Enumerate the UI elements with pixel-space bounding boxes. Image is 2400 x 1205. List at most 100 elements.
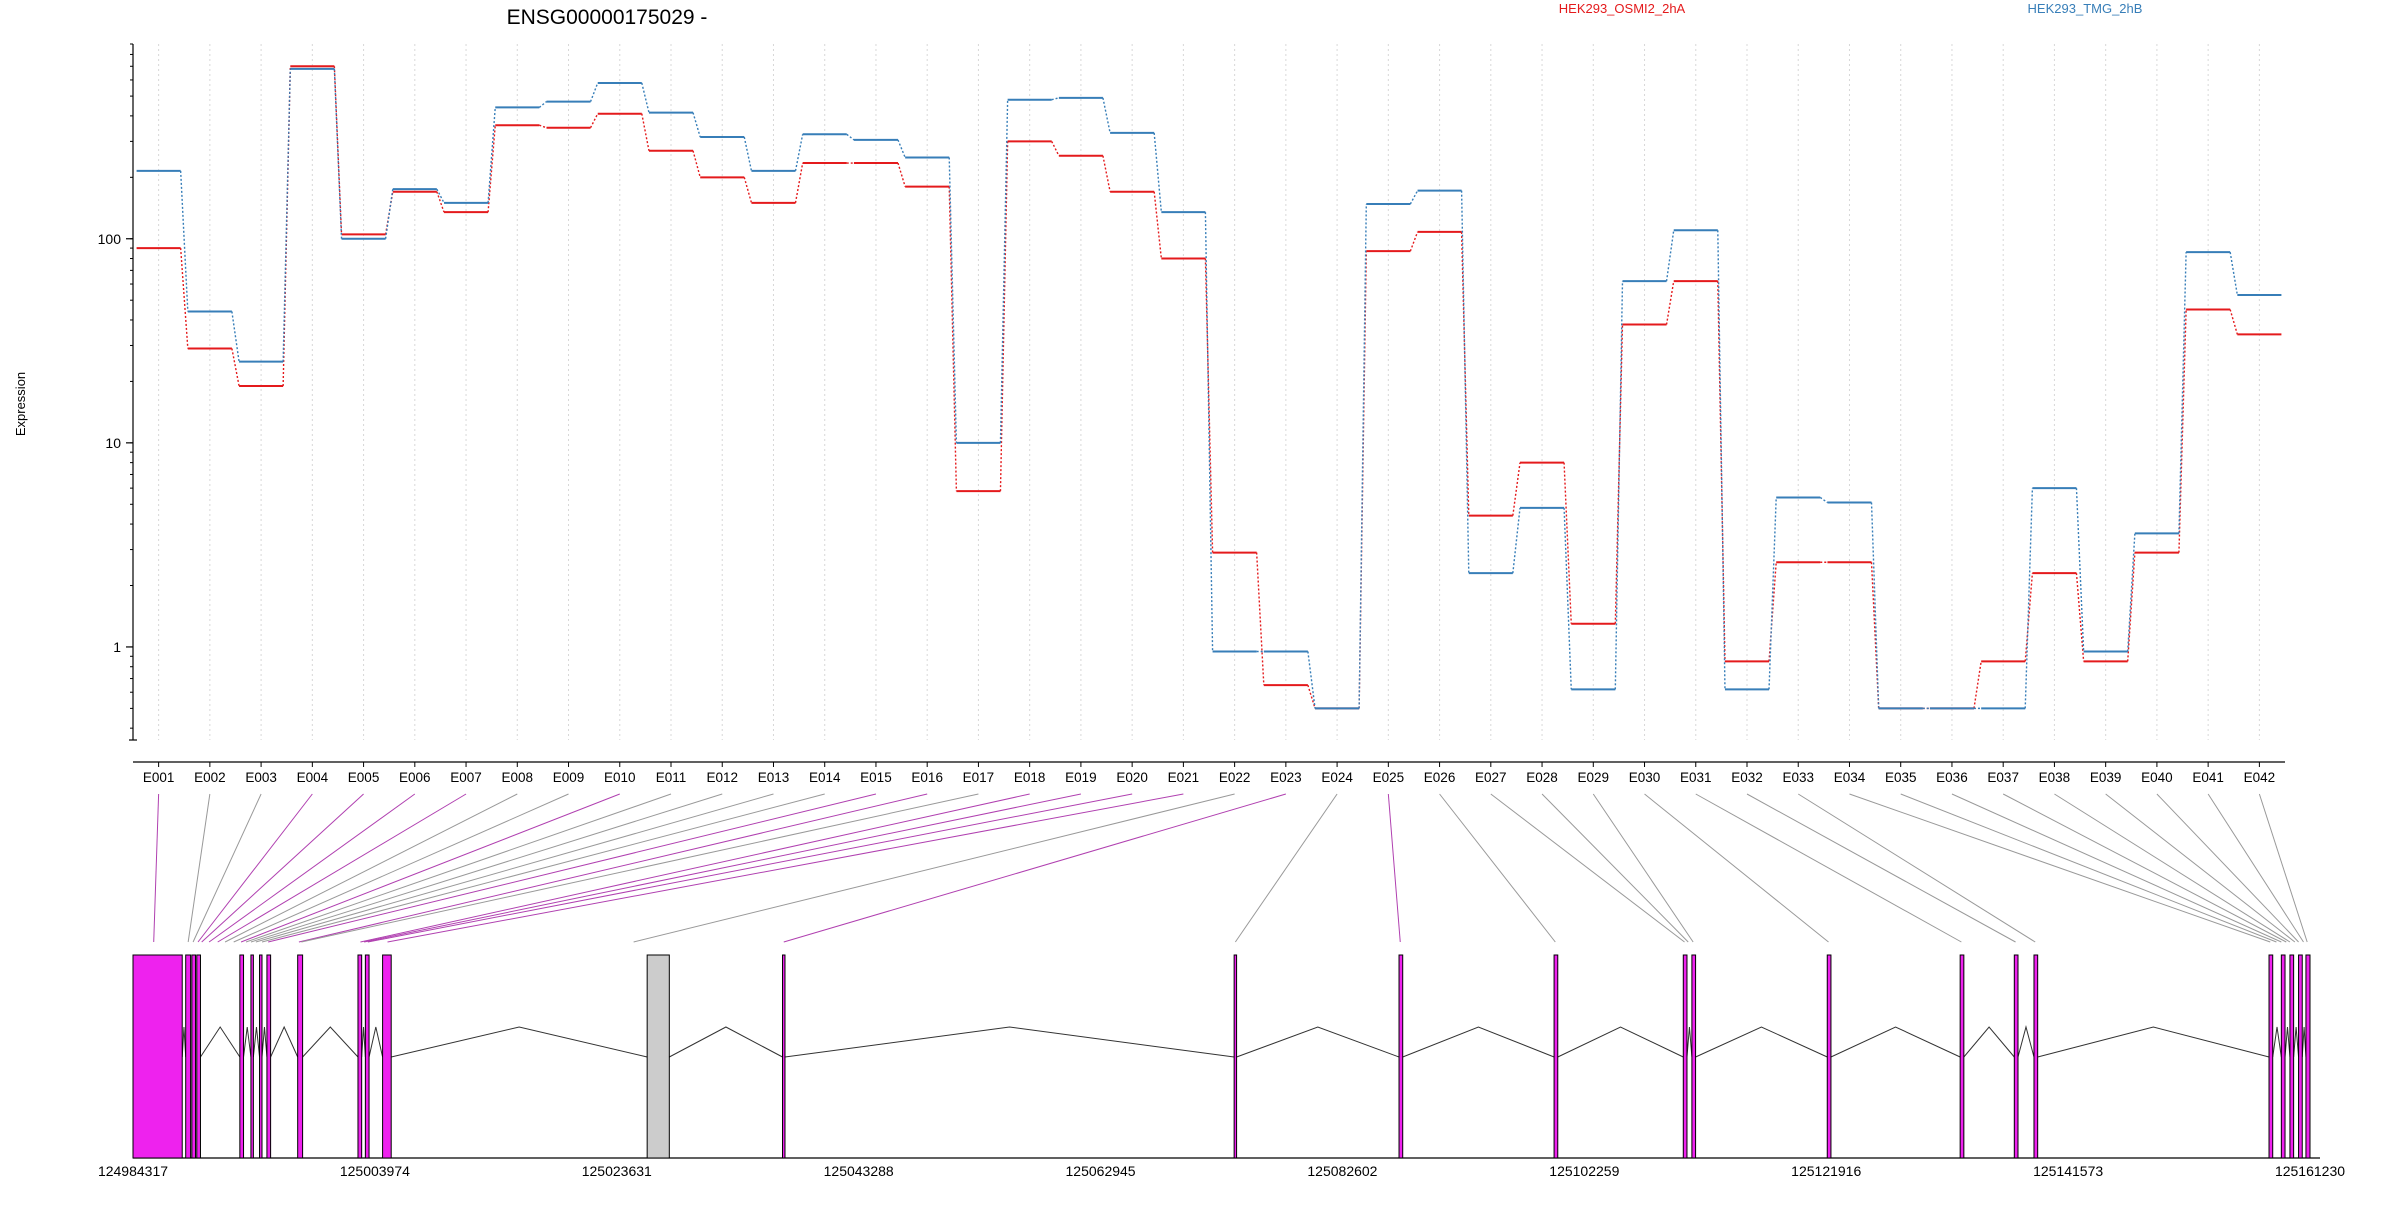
series-1-connector: [2178, 252, 2187, 534]
y-axis-label: Expression: [13, 372, 28, 436]
series-0-connector: [999, 141, 1009, 492]
y-tick-label: 10: [105, 435, 121, 451]
exon-5: [239, 954, 245, 1159]
intron: [1686, 1026, 1693, 1058]
series-1-connector: [692, 112, 701, 138]
series-0-connector: [1614, 324, 1624, 624]
series-1-connector: [897, 139, 906, 158]
connector-E036: [1951, 793, 2282, 943]
series-0-connector: [743, 177, 753, 204]
x-tick-label-E026: E026: [1424, 770, 1456, 785]
coord-label-9: 125161230: [2275, 1163, 2345, 1179]
series-0-connector: [1153, 191, 1163, 259]
x-tick-label-E033: E033: [1782, 770, 1814, 785]
exon-15: [1233, 954, 1238, 1159]
connector-E011: [245, 793, 672, 943]
intron: [2293, 1026, 2300, 1058]
connector-E028: [1541, 793, 1689, 943]
connector-E027: [1490, 793, 1685, 943]
exon-10: [357, 954, 363, 1159]
connector-E012: [250, 793, 723, 943]
y-tick-label: 1: [113, 639, 121, 655]
legend-entry-series-a: HEK293_OSMI2_2hA: [1559, 1, 1686, 16]
x-tick-label-E030: E030: [1629, 770, 1661, 785]
connector-E019: [364, 793, 1082, 943]
coord-label-6: 125102259: [1549, 1163, 1619, 1179]
series-0-connector: [1102, 155, 1111, 192]
exon-27: [2298, 954, 2303, 1159]
connector-E029: [1592, 793, 1694, 943]
series-1-connector: [999, 99, 1009, 443]
x-tick-label-E008: E008: [502, 770, 534, 785]
series-1-connector: [1870, 502, 1880, 709]
intron: [1830, 1026, 1961, 1058]
series-1-connector: [333, 68, 343, 239]
exon-22: [2013, 954, 2019, 1159]
connector-E001: [153, 793, 160, 943]
series-0-connector: [2127, 552, 2136, 662]
intron: [1236, 1026, 1400, 1058]
series-1-connector: [179, 170, 189, 312]
series-0-connector: [897, 162, 906, 187]
x-tick-label-E020: E020: [1116, 770, 1148, 785]
series-0-connector: [2075, 573, 2085, 662]
series-1-connector: [1409, 190, 1419, 205]
series-lines: [136, 65, 2282, 710]
x-tick-label-E002: E002: [194, 770, 226, 785]
intron: [270, 1025, 299, 1058]
connector-E013: [255, 793, 774, 943]
exon-13: [646, 954, 670, 1159]
coord-label-7: 125121916: [1791, 1163, 1861, 1179]
series-0-connector: [1973, 661, 1982, 709]
series-0-connector: [1512, 462, 1521, 516]
connector-E008: [224, 793, 518, 943]
series-1-connector: [1153, 132, 1163, 213]
series-0-connector: [231, 348, 240, 387]
series-1-connector: [1512, 507, 1521, 574]
intron: [200, 1026, 241, 1058]
intron: [669, 1026, 783, 1058]
connector-E004: [197, 793, 313, 943]
series-1-connector: [1102, 97, 1111, 134]
series-1-connector: [384, 189, 394, 239]
exon-3: [191, 954, 197, 1159]
series-1-connector: [282, 68, 292, 362]
series-HEK293_OSMI2_2hA: [136, 65, 2282, 710]
exon-connectors: [153, 793, 2308, 943]
x-tick-label-E023: E023: [1270, 770, 1302, 785]
coord-label-3: 125043288: [824, 1163, 894, 1179]
series-0-connector: [1717, 281, 1726, 662]
x-tick-labels: E001 E002 E003 E004 E005 E006 E007 E008 E009 E010…: [143, 770, 2275, 785]
series-1-connector: [2127, 533, 2136, 652]
connector-E016: [298, 793, 928, 943]
series-1-connector: [2229, 252, 2239, 296]
connector-E038: [2054, 793, 2291, 943]
x-tick-label-E035: E035: [1885, 770, 1917, 785]
exon-7: [259, 954, 263, 1159]
connector-E007: [217, 793, 467, 943]
intron: [181, 1026, 187, 1058]
coord-label-0: 124984317: [98, 1163, 168, 1179]
intron: [1557, 1026, 1684, 1058]
exon-23: [2033, 954, 2039, 1159]
intron: [2037, 1026, 2270, 1058]
x-tick-label-E013: E013: [758, 770, 790, 785]
gene-model: [132, 954, 2320, 1159]
series-1-connector: [1768, 497, 1777, 690]
connector-E006: [208, 793, 416, 943]
connector-E026: [1439, 793, 1556, 943]
x-tick-label-E019: E019: [1065, 770, 1097, 785]
x-tick-label-E025: E025: [1373, 770, 1405, 785]
series-1-connector: [1717, 230, 1726, 690]
intron: [1695, 1026, 1828, 1058]
series-0-connector: [794, 162, 804, 203]
genomic-coordinate-labels: 124984317 125003974 125023631 125043288 1250…: [98, 1163, 2345, 1179]
connector-E003: [192, 793, 262, 943]
series-1-connector: [948, 157, 958, 443]
series-1-connector: [487, 107, 496, 203]
x-tick-label-E032: E032: [1731, 770, 1763, 785]
series-0-connector: [436, 191, 445, 213]
x-tick-label-E027: E027: [1475, 770, 1507, 785]
grid-lines: [158, 44, 2260, 740]
x-tick-label-E015: E015: [860, 770, 892, 785]
